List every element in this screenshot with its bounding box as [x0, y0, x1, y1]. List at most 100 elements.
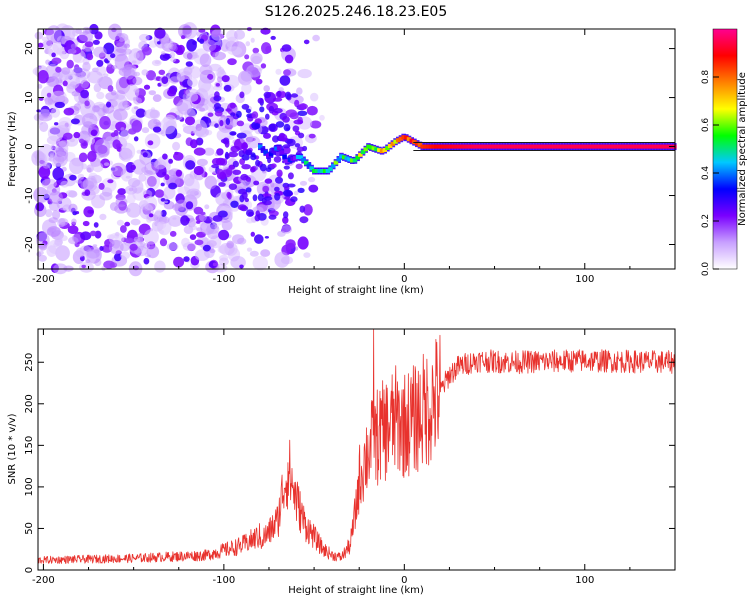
- noise-blob: [173, 256, 185, 268]
- noise-blob: [123, 43, 131, 49]
- noise-blob: [263, 200, 272, 206]
- noise-blob: [154, 260, 166, 273]
- ridge-core: [406, 137, 412, 142]
- noise-blob: [262, 185, 270, 193]
- noise-blob: [79, 261, 94, 273]
- noise-blob: [310, 92, 319, 102]
- ridge-core: [664, 144, 669, 149]
- ridge-core: [271, 149, 276, 154]
- noise-blob: [38, 254, 47, 262]
- noise-blob: [285, 91, 292, 100]
- snr-x-axis: -200 -100 0 100: [32, 329, 676, 586]
- noise-blob: [47, 125, 64, 142]
- noise-blob: [85, 136, 96, 145]
- noise-blob: [240, 70, 253, 82]
- noise-blob: [131, 159, 147, 175]
- ridge-core: [279, 150, 285, 155]
- noise-blob: [195, 127, 210, 138]
- noise-blob: [62, 206, 69, 211]
- noise-blob: [130, 218, 141, 226]
- noise-blob: [128, 187, 134, 192]
- noise-blob: [185, 160, 196, 170]
- noise-blob: [241, 154, 250, 161]
- noise-blob: [124, 221, 131, 227]
- ridge-core: [593, 144, 599, 149]
- noise-blob: [174, 199, 189, 216]
- ridge-core: [553, 144, 558, 149]
- ridge-core: [415, 141, 420, 146]
- noise-blob: [37, 42, 44, 48]
- colorbar-tick-label: 0.8: [701, 70, 711, 85]
- noise-blob: [164, 43, 172, 48]
- noise-blob: [41, 178, 57, 189]
- noise-blob: [168, 182, 178, 190]
- noise-blob: [255, 159, 261, 167]
- ridge-core: [263, 150, 268, 155]
- noise-blob: [120, 251, 131, 260]
- noise-blob: [226, 240, 234, 249]
- noise-blob: [158, 69, 166, 76]
- ridge-core: [515, 144, 520, 149]
- ridge-core: [377, 148, 382, 153]
- ridge-core: [420, 144, 425, 149]
- noise-blob: [50, 90, 67, 102]
- noise-blob: [92, 244, 98, 248]
- ridge-core: [368, 145, 374, 150]
- ridge-core: [479, 144, 485, 149]
- noise-blob: [84, 41, 94, 48]
- noise-blob: [245, 187, 252, 193]
- noise-blob: [148, 90, 156, 96]
- ridge-core: [385, 146, 390, 150]
- ridge-core: [304, 160, 309, 165]
- ridge-core: [490, 144, 496, 149]
- ridge-core: [498, 144, 504, 149]
- noise-blob: [110, 53, 116, 59]
- noise-blob: [38, 144, 54, 162]
- y-tick-label: 0: [24, 567, 35, 573]
- noise-blob: [254, 214, 261, 222]
- ridge-core: [582, 144, 588, 149]
- noise-blob: [68, 236, 79, 245]
- noise-blob: [91, 162, 97, 168]
- ridge-core: [258, 144, 263, 149]
- noise-blob: [69, 138, 76, 143]
- noise-blob: [202, 244, 211, 252]
- noise-blob: [142, 46, 152, 56]
- noise-blob: [261, 42, 272, 55]
- y-tick-label: 20: [24, 42, 35, 55]
- noise-blob: [48, 202, 60, 211]
- noise-blob: [319, 114, 325, 121]
- noise-blob: [47, 76, 59, 87]
- noise-blob: [287, 172, 294, 180]
- noise-blob: [239, 264, 244, 269]
- noise-blob: [103, 260, 115, 269]
- noise-blob: [250, 37, 255, 43]
- noise-blob: [78, 31, 94, 42]
- noise-blob: [257, 97, 264, 104]
- noise-blob: [285, 239, 296, 250]
- noise-blob: [281, 44, 292, 52]
- ridge-core: [620, 144, 626, 149]
- noise-blob: [250, 166, 256, 173]
- noise-blob: [293, 190, 299, 196]
- noise-blob: [259, 163, 267, 172]
- noise-blob: [297, 236, 309, 250]
- noise-blob: [120, 127, 125, 131]
- noise-blob: [35, 202, 45, 212]
- ridge-core: [374, 147, 379, 152]
- ridge-core: [320, 169, 325, 173]
- noise-blob: [167, 89, 177, 97]
- ridge-core: [655, 144, 661, 149]
- noise-blob: [303, 252, 311, 258]
- colorbar-label: Normalized spectral amplitude: [737, 72, 748, 226]
- noise-blob: [230, 145, 240, 153]
- noise-blob: [257, 193, 264, 202]
- noise-blob: [275, 68, 282, 75]
- noise-blob: [208, 122, 213, 127]
- noise-blob: [283, 189, 293, 197]
- noise-blob: [148, 213, 154, 218]
- noise-blob: [193, 147, 206, 156]
- noise-blob: [276, 90, 282, 98]
- noise-blob: [254, 122, 260, 130]
- noise-blob: [159, 238, 168, 247]
